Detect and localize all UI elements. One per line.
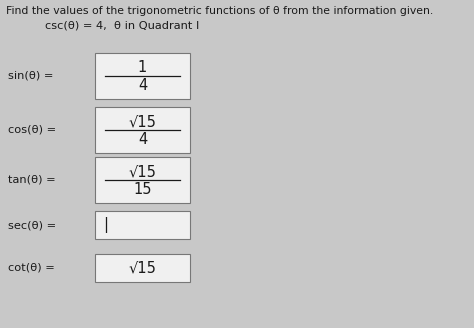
Text: Find the values of the trigonometric functions of θ from the information given.: Find the values of the trigonometric fun… — [6, 6, 433, 16]
Text: 4: 4 — [138, 133, 147, 148]
FancyBboxPatch shape — [95, 107, 190, 153]
Text: √15: √15 — [128, 165, 156, 179]
Text: sec(θ) =: sec(θ) = — [8, 220, 60, 230]
Text: |: | — [103, 217, 108, 233]
Text: √15: √15 — [128, 260, 156, 276]
Text: tan(θ) =: tan(θ) = — [8, 175, 59, 185]
Text: 1: 1 — [138, 60, 147, 75]
Text: cot(θ) =: cot(θ) = — [8, 263, 58, 273]
Text: 4: 4 — [138, 78, 147, 93]
Text: csc(θ) = 4,  θ in Quadrant I: csc(θ) = 4, θ in Quadrant I — [45, 20, 200, 30]
Text: √15: √15 — [128, 114, 156, 130]
FancyBboxPatch shape — [95, 254, 190, 282]
FancyBboxPatch shape — [95, 211, 190, 239]
Text: sin(θ) =: sin(θ) = — [8, 71, 57, 81]
FancyBboxPatch shape — [95, 53, 190, 99]
FancyBboxPatch shape — [95, 157, 190, 203]
Text: 15: 15 — [133, 182, 152, 197]
Text: cos(θ) =: cos(θ) = — [8, 125, 60, 135]
